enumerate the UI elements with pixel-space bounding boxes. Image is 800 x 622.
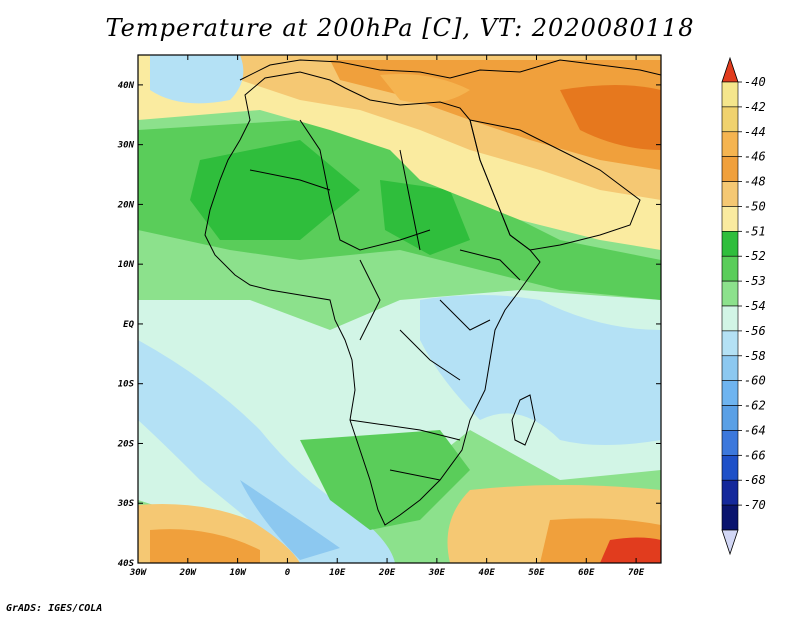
lon-tick-label: 60E xyxy=(578,568,595,578)
field-region-44 xyxy=(380,74,470,104)
colorbar-label: -50 xyxy=(744,199,766,213)
colorbar-label: -56 xyxy=(744,324,766,338)
lon-tick-label: 40E xyxy=(479,568,496,578)
colorbar-swatch xyxy=(721,231,739,257)
lat-tick-label: 20N xyxy=(117,200,135,210)
colorbar-label: -66 xyxy=(744,448,766,462)
colorbar-swatch xyxy=(721,156,739,182)
colorbar-label: -52 xyxy=(744,249,766,263)
lon-tick-label: 30W xyxy=(129,568,148,578)
longitude-axis: 30W 20W 10W 0 10E 20E 30E 40E 50E 60E 70E xyxy=(129,55,645,578)
field-region-46-sw xyxy=(150,529,260,563)
lon-tick-label: 0 xyxy=(285,568,291,578)
border-lines xyxy=(249,119,521,481)
colorbar-label: -51 xyxy=(744,224,766,238)
colorbar-swatch xyxy=(721,455,739,481)
colorbar-swatch xyxy=(721,106,739,133)
lon-tick-label: 20E xyxy=(378,568,396,578)
lon-tick-label: 50E xyxy=(528,568,545,578)
colorbar-swatch xyxy=(721,355,739,381)
lon-tick-label: 20W xyxy=(179,568,198,578)
field-region-40-se xyxy=(600,537,661,563)
europe-coast xyxy=(239,59,661,81)
colorbar-swatch xyxy=(721,330,739,357)
colorbar-label: -70 xyxy=(744,498,766,512)
colorbar-label: -46 xyxy=(744,150,766,164)
lat-tick-label: EQ xyxy=(123,320,134,330)
colorbar: -40 -42 -44 -46 -48 -50 -51 -52 -53 -54 -56 -58 -60 -… xyxy=(721,56,766,556)
colorbar-swatch xyxy=(721,206,739,232)
colorbar-label: -40 xyxy=(744,75,766,89)
colorbar-swatch xyxy=(721,255,739,282)
lon-tick-label: 30E xyxy=(428,568,446,578)
lat-tick-label: 10S xyxy=(118,380,135,390)
colorbar-swatch xyxy=(721,380,739,406)
field-region-56 xyxy=(138,340,395,563)
field-region-56-nw xyxy=(150,55,244,104)
field-region-52-south xyxy=(300,430,470,530)
colorbar-label: -44 xyxy=(744,125,766,139)
coastlines xyxy=(204,59,661,526)
lat-tick-label: 40S xyxy=(118,559,135,569)
colorbar-label: -68 xyxy=(744,473,766,487)
colorbar-swatch xyxy=(721,81,739,108)
lon-tick-label: 10E xyxy=(329,568,346,578)
arabia-coast xyxy=(469,119,641,251)
lat-tick-label: 30N xyxy=(117,141,135,151)
map-title: Temperature at 200hPa [C], VT: 202008011… xyxy=(105,14,695,42)
lon-tick-label: 10W xyxy=(229,568,247,578)
field-region-51-b xyxy=(380,180,470,255)
field-region-44-east xyxy=(560,85,661,150)
colorbar-swatch xyxy=(721,430,739,456)
colorbar-label: -60 xyxy=(744,374,766,388)
field-region-56-east xyxy=(420,295,661,445)
colorbar-label: -48 xyxy=(744,175,766,189)
colorbar-label: -62 xyxy=(744,399,766,413)
colorbar-label: -64 xyxy=(744,423,766,437)
colorbar-swatch xyxy=(721,504,739,531)
lat-tick-label: 20S xyxy=(117,439,135,449)
field-region-51 xyxy=(190,140,360,240)
colorbar-swatch xyxy=(721,305,739,332)
colorbar-label: -58 xyxy=(744,349,766,363)
latitude-axis: 40N 30N 20N 10N EQ 10S 20S 30S 40S xyxy=(117,81,661,569)
colorbar-swatch xyxy=(721,405,739,431)
colorbar-bottom-triangle xyxy=(721,529,739,556)
lat-tick-label: 30S xyxy=(117,499,135,509)
lon-tick-label: 70E xyxy=(628,568,645,578)
colorbar-swatch xyxy=(721,131,739,157)
colorbar-swatch xyxy=(721,181,739,207)
colorbar-swatch xyxy=(721,280,739,307)
field-region-58 xyxy=(240,480,340,560)
colorbar-label: -54 xyxy=(744,299,766,313)
colorbar-label: -42 xyxy=(744,100,766,114)
colorbar-label: -53 xyxy=(744,274,766,288)
temperature-field xyxy=(138,55,661,563)
colorbar-swatch xyxy=(721,479,739,506)
lat-tick-label: 10N xyxy=(118,260,135,270)
madagascar-coast xyxy=(511,394,536,446)
lat-tick-label: 40N xyxy=(118,81,135,91)
grads-credit: GrADS: IGES/COLA xyxy=(6,603,103,614)
colorbar-top-triangle xyxy=(721,56,739,83)
plot-frame xyxy=(137,54,662,564)
